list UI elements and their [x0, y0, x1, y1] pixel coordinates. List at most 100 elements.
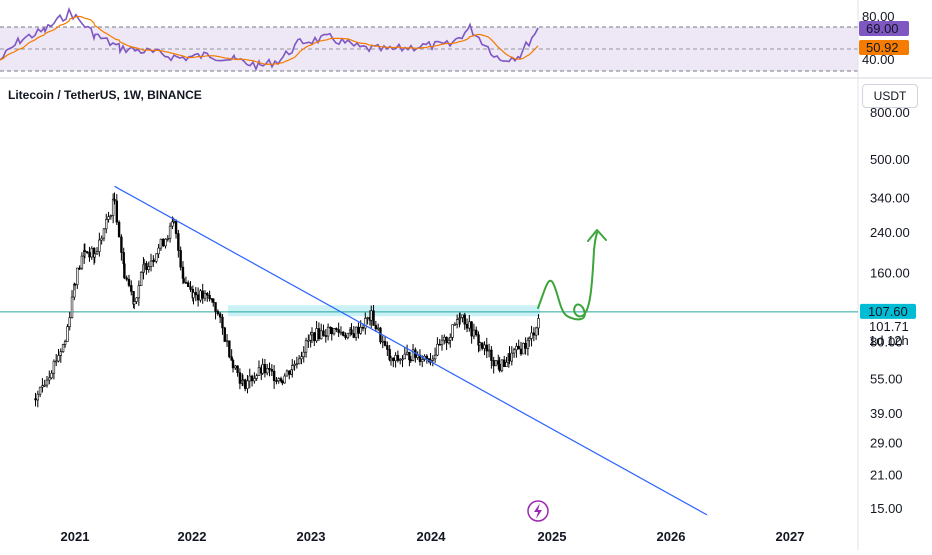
candle [228, 341, 230, 359]
price-tick-label: 15.00 [870, 501, 903, 516]
x-axis-year-label: 2025 [538, 529, 567, 544]
candle [468, 315, 470, 332]
candle [456, 315, 458, 329]
candle [91, 246, 93, 260]
candle [331, 327, 333, 341]
candle [116, 194, 118, 225]
candle [165, 238, 167, 248]
candle [42, 378, 44, 392]
candle [55, 354, 57, 366]
x-axis-year-label: 2023 [297, 529, 326, 544]
candle [446, 336, 448, 350]
candle [533, 327, 535, 341]
candle [481, 342, 483, 350]
candle [187, 280, 189, 286]
candle [353, 326, 355, 338]
candle [217, 309, 219, 315]
candle [501, 359, 503, 372]
candle [62, 344, 64, 353]
candle [345, 332, 347, 339]
candle [76, 268, 78, 289]
candle [206, 292, 208, 302]
candle [513, 348, 515, 358]
currency-button[interactable]: USDT [862, 84, 918, 108]
candle [190, 281, 192, 292]
level-price-label: 107.60 [868, 304, 908, 319]
candle [108, 212, 110, 223]
candle [37, 391, 39, 408]
rsi-ma-value-label: 50.92 [866, 40, 899, 55]
candle [473, 324, 475, 339]
candle [538, 314, 540, 335]
candle [215, 302, 217, 319]
candle [479, 342, 481, 352]
candle [434, 348, 436, 363]
candle [180, 247, 182, 271]
candle [284, 373, 286, 383]
candle [138, 280, 140, 305]
candle [202, 284, 204, 304]
candle [81, 252, 83, 270]
candle [128, 275, 130, 287]
candle [325, 329, 327, 343]
candle [89, 247, 91, 262]
candle [475, 326, 477, 336]
candle [256, 374, 258, 381]
candle [490, 346, 492, 369]
candle [276, 377, 278, 384]
candle [121, 234, 123, 260]
candle [197, 287, 199, 306]
candle [486, 338, 488, 358]
candle [264, 359, 266, 378]
price-tick-label: 29.00 [870, 435, 903, 450]
candle [522, 342, 524, 354]
candle [162, 238, 164, 247]
candle [69, 312, 71, 330]
candle [414, 348, 416, 363]
candle [439, 339, 441, 345]
candle [101, 235, 103, 244]
candle [118, 220, 120, 237]
candle [46, 376, 48, 388]
rsi-value-label: 69.00 [866, 21, 899, 36]
x-axis-year-label: 2027 [776, 529, 805, 544]
candle [443, 334, 445, 344]
x-axis-year-label: 2026 [657, 529, 686, 544]
candle [397, 351, 399, 363]
candle [320, 324, 322, 340]
projection-path [538, 233, 597, 319]
price-tick-label: 160.00 [870, 265, 910, 280]
candle [53, 359, 55, 379]
candle [471, 321, 473, 344]
candle [44, 380, 46, 387]
candle [386, 342, 388, 356]
candle [247, 375, 249, 393]
candle [140, 271, 142, 286]
candle [204, 290, 206, 301]
candle [231, 349, 233, 360]
x-axis-year-label: 2022 [178, 529, 207, 544]
candle [219, 312, 221, 323]
candle [301, 352, 303, 364]
candle [167, 235, 169, 242]
candle [384, 336, 386, 347]
candle [86, 251, 88, 254]
candle [273, 365, 275, 389]
candle [488, 344, 490, 358]
candle [516, 343, 518, 358]
candle [64, 340, 66, 348]
candle [71, 290, 73, 318]
candle [417, 351, 419, 359]
candle [258, 360, 260, 375]
candle [110, 214, 112, 219]
candle [244, 379, 246, 391]
candle [406, 345, 408, 356]
candle [462, 315, 464, 323]
trendline [115, 186, 708, 515]
resistance-zone [228, 305, 540, 316]
candle [224, 327, 226, 342]
candle [296, 357, 298, 369]
candle [399, 358, 401, 364]
candle [367, 317, 369, 325]
candle [464, 313, 466, 330]
